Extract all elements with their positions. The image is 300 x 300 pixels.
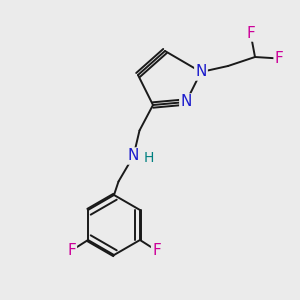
Text: F: F <box>67 243 76 258</box>
Text: N: N <box>195 64 207 80</box>
Text: F: F <box>274 51 284 66</box>
Text: F: F <box>246 26 255 40</box>
Text: N: N <box>180 94 192 110</box>
Text: H: H <box>143 152 154 165</box>
Text: F: F <box>152 243 161 258</box>
Text: N: N <box>128 148 139 164</box>
